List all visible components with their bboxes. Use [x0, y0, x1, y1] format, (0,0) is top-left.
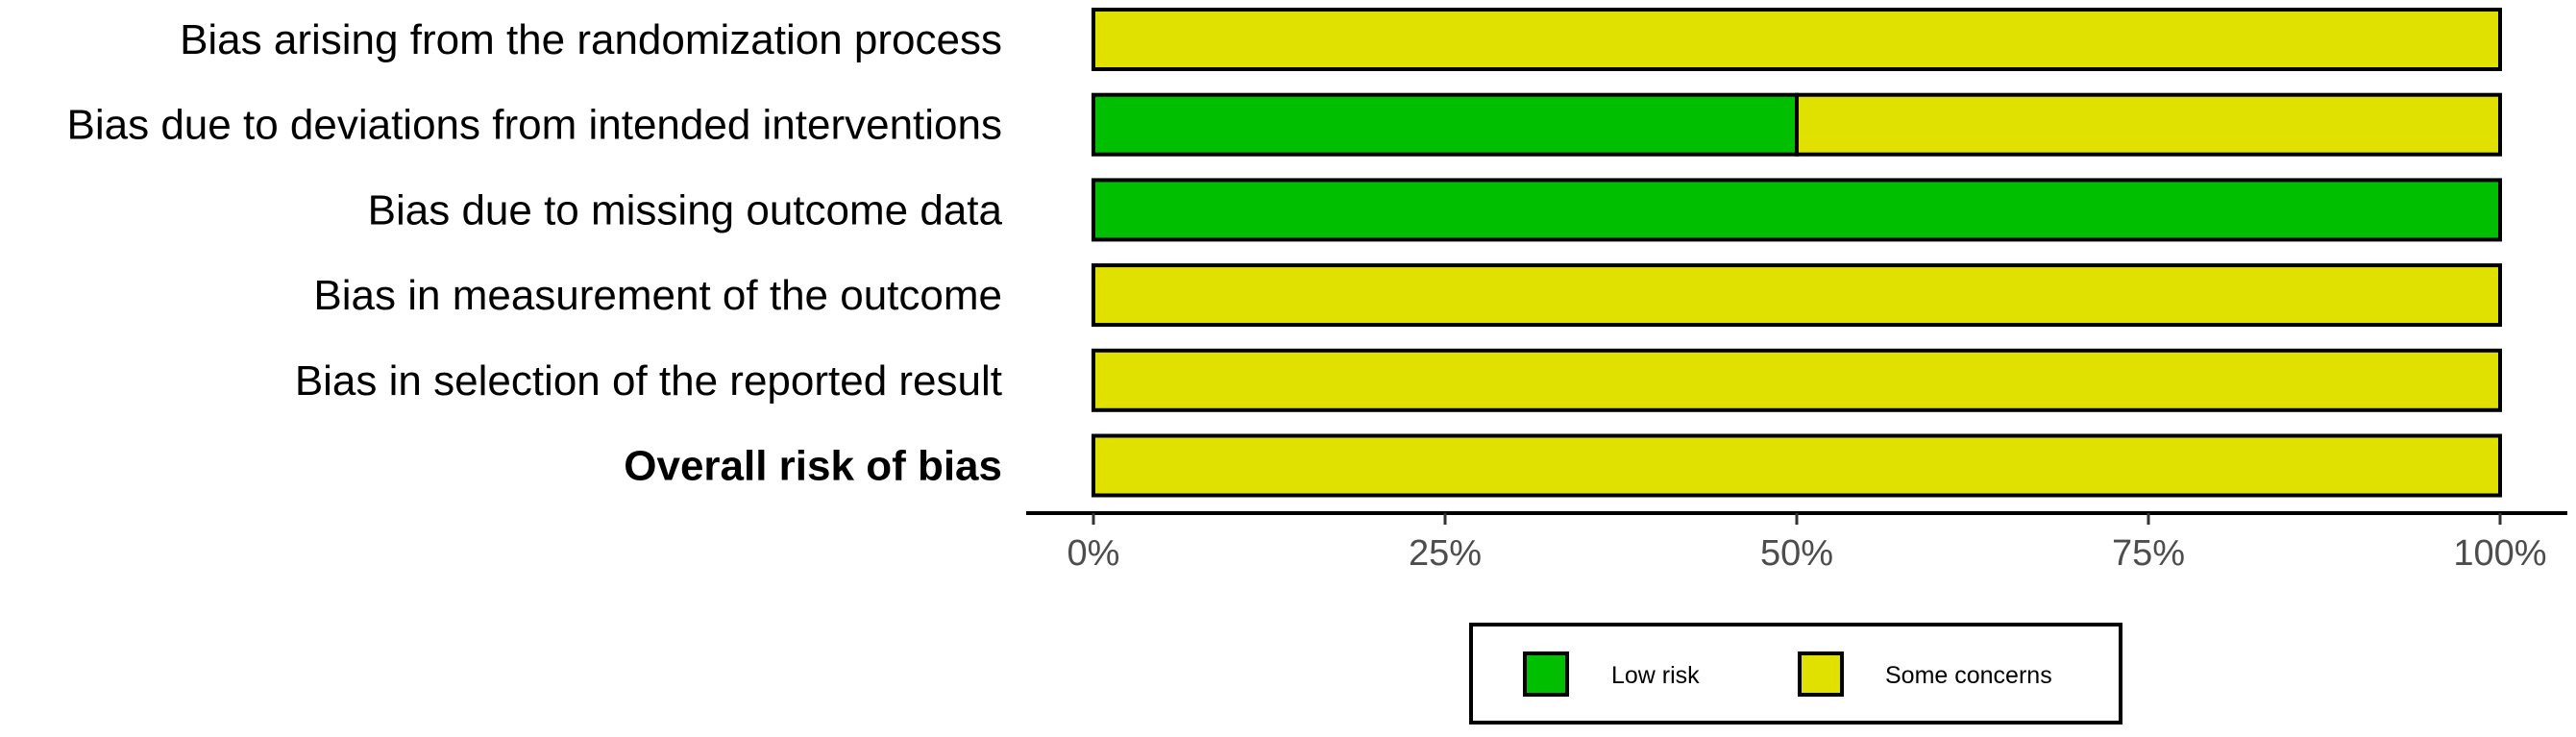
domain-label: Bias due to deviations from intended int… — [67, 102, 1002, 149]
x-tick-label: 25% — [1409, 533, 1482, 574]
x-axis-ticks: 0% 25% 50% 75% 100% — [1067, 513, 2547, 574]
legend-label: Some concerns — [1885, 662, 2052, 689]
legend-key-some-concerns — [1798, 651, 1844, 697]
bar-segment-some-concerns — [1795, 92, 2502, 157]
x-tick-label: 75% — [2112, 533, 2185, 574]
domain-label: Bias arising from the randomization proc… — [180, 16, 1002, 63]
bar-segment-some-concerns — [1092, 433, 2502, 498]
bar-segment-some-concerns — [1092, 348, 2502, 412]
domain-label: Bias in selection of the reported result — [295, 357, 1002, 405]
legend: Low risk Some concerns — [1469, 623, 2122, 725]
legend-key-low-risk — [1523, 651, 1569, 697]
domain-label: Overall risk of bias — [624, 443, 1002, 490]
bar-segment-some-concerns — [1092, 263, 2502, 328]
bars — [1092, 8, 2502, 498]
domain-label: Bias in measurement of the outcome — [313, 272, 1002, 319]
domain-label: Bias due to missing outcome data — [368, 186, 1003, 233]
domain-labels: Bias arising from the randomization proc… — [67, 16, 1003, 490]
x-tick-label: 0% — [1067, 533, 1120, 574]
legend-box — [1469, 623, 2122, 725]
x-tick-label: 100% — [2453, 533, 2546, 574]
bar-segment-some-concerns — [1092, 8, 2502, 71]
legend-label: Low risk — [1611, 662, 1700, 689]
bar-segment-low-risk — [1092, 92, 1799, 157]
x-tick-label: 50% — [1760, 533, 1833, 574]
bar-segment-low-risk — [1092, 178, 2502, 242]
